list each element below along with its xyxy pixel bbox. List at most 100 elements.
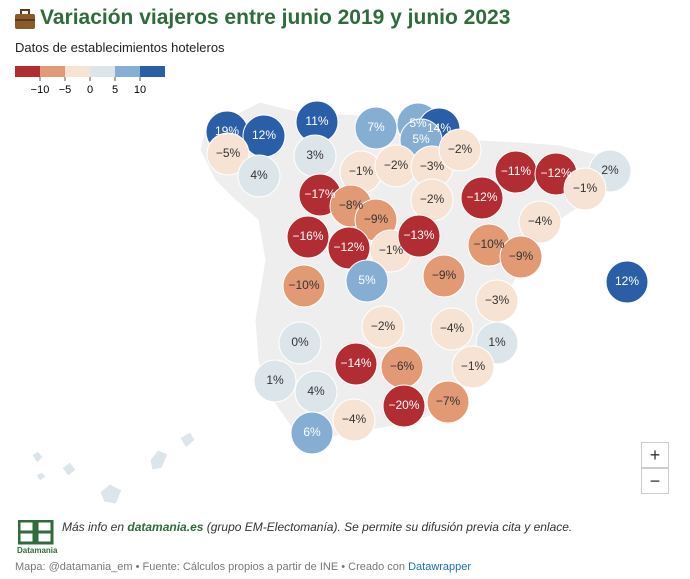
region-label: 12% [252, 128, 276, 142]
title: Variación viajeros entre junio 2019 y ju… [40, 6, 511, 29]
region-labels: 19% 12%11% 7% 5% 14%5%−5%4%3%−1% −2% −3%−2%−11… [215, 114, 639, 439]
region [397, 214, 441, 258]
region [451, 345, 495, 389]
legend-label: −5 [59, 84, 72, 96]
region-label: −12% [333, 240, 364, 254]
region-label: −9% [364, 212, 389, 226]
region [361, 305, 405, 349]
region-label: −9% [432, 268, 457, 282]
region-label: −9% [509, 249, 534, 263]
region [253, 359, 297, 403]
legend-label: 0 [87, 84, 93, 96]
region-label: 14% [427, 121, 451, 135]
legend-swatch [15, 66, 40, 77]
region-label: −16% [292, 229, 323, 243]
region [438, 128, 482, 172]
note-text: (grupo EM-Electomanía). Se permite su di… [203, 520, 573, 534]
region-label: −2% [371, 319, 396, 333]
region-label: −7% [436, 394, 461, 408]
legend-swatch [40, 66, 65, 77]
region-label: −10% [473, 237, 504, 251]
region-label: 1% [266, 373, 284, 387]
region [278, 321, 322, 365]
region-label: 4% [307, 384, 325, 398]
region [206, 132, 250, 176]
region [605, 260, 649, 304]
region [286, 215, 330, 259]
logo-text: Datamania [17, 546, 58, 555]
region [499, 235, 543, 279]
region-label: 5% [412, 132, 430, 146]
legend-swatch [90, 66, 115, 77]
region-label: −1% [349, 164, 374, 178]
region-label: 6% [303, 425, 321, 439]
region-label: −1% [379, 243, 404, 257]
footer-link[interactable]: Datawrapper [408, 561, 472, 573]
zoom-out[interactable]: − [641, 468, 669, 494]
region-label: 12% [615, 274, 639, 288]
region [422, 254, 466, 298]
region-label: −17% [304, 187, 335, 201]
legend-swatch [65, 66, 90, 77]
region-label: −4% [440, 321, 465, 335]
region-label: −14% [340, 356, 371, 370]
region-label: −11% [501, 164, 531, 178]
region [332, 398, 376, 442]
region-label: 3% [306, 148, 324, 162]
note: Más info en datamania.es (grupo EM-Elect… [62, 520, 572, 534]
region-label: −3% [420, 159, 445, 173]
region-label: −4% [342, 412, 367, 426]
region [382, 384, 426, 428]
region-label: −6% [390, 359, 415, 373]
region-label: 1% [488, 335, 506, 349]
region-label: 5% [358, 273, 376, 287]
note-text: Más info en [62, 520, 128, 534]
region-label: −3% [485, 293, 510, 307]
region-label: −20% [388, 398, 419, 412]
region-label: 19% [215, 124, 239, 138]
subtitle: Datos de establecimientos hoteleros [15, 40, 225, 55]
region-label: −12% [466, 190, 497, 204]
region [237, 154, 281, 198]
footer: Mapa: @datamania_em • Fuente: Cálculos p… [15, 561, 471, 573]
region-label: 7% [367, 120, 385, 134]
region [563, 167, 607, 211]
region-label: −1% [573, 181, 598, 195]
footer-text: Mapa: @datamania_em • Fuente: Cálculos p… [15, 561, 409, 573]
region-label: 2% [601, 163, 619, 177]
legend-label: 5 [112, 84, 118, 96]
legend-swatch [140, 66, 165, 77]
legend-label: −10 [31, 84, 50, 96]
legend-swatch [115, 66, 140, 77]
region-label: −5% [216, 146, 241, 160]
region [334, 342, 378, 386]
region-label: 0% [291, 335, 309, 349]
region [282, 264, 326, 308]
region-label: −1% [461, 359, 486, 373]
logo [18, 520, 54, 545]
region [460, 176, 504, 220]
region-label: −2% [384, 158, 409, 172]
region-label: −4% [528, 214, 553, 228]
region-label: 5% [409, 116, 427, 130]
region-label: −12% [540, 166, 571, 180]
suitcase-icon [15, 9, 35, 29]
region-label: −2% [420, 192, 445, 206]
region-label: −2% [448, 142, 473, 156]
regions [205, 100, 649, 455]
region-label: −10% [288, 278, 319, 292]
legend-label: 10 [134, 84, 146, 96]
region-label: 11% [305, 114, 328, 128]
region [426, 380, 470, 424]
region-label: 4% [250, 168, 268, 182]
region-label: −8% [339, 198, 364, 212]
zoom-in[interactable]: + [641, 442, 669, 468]
region-label: −13% [403, 228, 434, 242]
region [345, 259, 389, 303]
note-link[interactable]: datamania.es [127, 520, 204, 534]
region [518, 200, 562, 244]
region [290, 411, 334, 455]
canary-islands [31, 431, 196, 505]
